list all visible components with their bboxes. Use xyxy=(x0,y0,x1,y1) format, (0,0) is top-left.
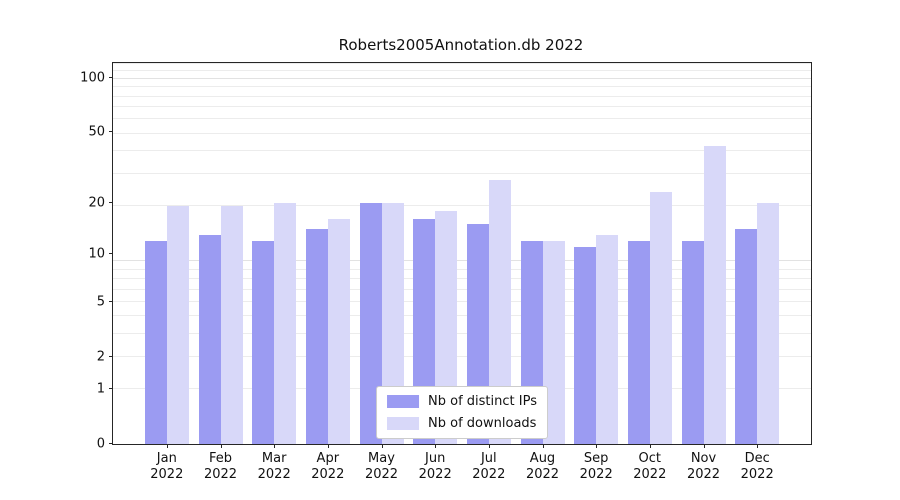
x-tick xyxy=(381,444,383,448)
gridline xyxy=(113,288,811,290)
y-tick-label: 10 xyxy=(88,246,105,262)
gridline xyxy=(113,106,811,108)
x-tick-label: Mar 2022 xyxy=(257,451,291,482)
gridline xyxy=(113,70,811,72)
x-tick xyxy=(435,444,437,448)
bar-distinct-ips xyxy=(681,240,704,444)
y-tick xyxy=(109,388,113,389)
x-tick-label: Nov 2022 xyxy=(686,451,721,482)
x-tick-label: Dec 2022 xyxy=(740,451,774,482)
y-tick xyxy=(109,131,113,133)
gridline xyxy=(113,333,811,335)
gridline xyxy=(113,86,811,88)
bar-downloads xyxy=(596,234,619,444)
bar-downloads xyxy=(542,240,565,444)
gridline xyxy=(113,95,811,97)
y-tick-label: 0 xyxy=(96,436,105,452)
bar-distinct-ips xyxy=(574,246,597,444)
x-tick xyxy=(596,444,598,448)
x-tick-label: Feb 2022 xyxy=(203,451,238,482)
plot-area: Jan 2022 Feb 2022 Mar 2022 Apr 2022 May 2022… xyxy=(80,62,812,482)
bar-downloads xyxy=(381,202,404,444)
bar-downloads xyxy=(274,202,297,444)
y-tick xyxy=(109,201,113,203)
gridline xyxy=(113,173,811,175)
x-tick-label: Jun 2022 xyxy=(418,451,452,482)
bar-downloads xyxy=(703,145,726,444)
legend-item-distinct-ips: Nb of distinct IPs xyxy=(387,394,537,409)
y-tick-label: 2 xyxy=(96,349,105,365)
y-tick-label: 5 xyxy=(96,294,105,310)
bar-downloads xyxy=(166,206,189,444)
gridline xyxy=(113,300,811,302)
y-tick xyxy=(109,252,113,254)
x-tick-label: Apr 2022 xyxy=(311,451,345,482)
legend-item-downloads: Nb of downloads xyxy=(387,416,537,431)
gridline xyxy=(113,150,811,152)
y-tick xyxy=(109,443,113,444)
x-tick xyxy=(542,444,544,448)
x-tick xyxy=(757,444,759,448)
y-tick-label: 20 xyxy=(88,195,105,210)
gridline xyxy=(113,260,811,262)
x-tick-label: May 2022 xyxy=(364,451,399,482)
bar-distinct-ips xyxy=(735,229,758,444)
bar-distinct-ips xyxy=(252,240,275,444)
x-tick xyxy=(488,444,490,448)
y-tick-label: 100 xyxy=(80,70,105,86)
bar-distinct-ips xyxy=(305,229,328,444)
x-tick-label: Jan 2022 xyxy=(150,451,184,482)
legend-swatch-distinct-ips xyxy=(387,395,420,408)
x-tick xyxy=(649,444,651,448)
bar-downloads xyxy=(488,179,511,444)
bar-distinct-ips xyxy=(359,202,382,444)
gridline xyxy=(113,278,811,280)
legend: Nb of distinct IPs Nb of downloads xyxy=(376,386,548,439)
gridline xyxy=(113,63,811,65)
y-tick-label: 50 xyxy=(88,124,105,140)
gridline xyxy=(113,205,811,207)
gridline xyxy=(113,355,811,357)
x-tick xyxy=(274,444,276,448)
y-tick xyxy=(109,77,113,78)
x-tick-label: Jul 2022 xyxy=(472,451,506,482)
x-tick-label: Sep 2022 xyxy=(579,451,613,482)
gridline xyxy=(113,132,811,134)
chart-title: Roberts2005Annotation.db 2022 xyxy=(338,36,584,54)
legend-label-downloads: Nb of downloads xyxy=(428,416,537,431)
x-tick-label: Oct 2022 xyxy=(633,451,667,482)
y-tick xyxy=(109,300,113,302)
bar-downloads xyxy=(649,192,672,444)
legend-swatch-downloads xyxy=(387,417,420,430)
y-tick-label: 1 xyxy=(96,381,105,397)
x-tick xyxy=(220,444,222,448)
bar-downloads xyxy=(757,202,780,444)
bar-distinct-ips xyxy=(198,234,221,444)
x-tick xyxy=(703,444,705,448)
y-tick xyxy=(109,355,113,357)
gridline xyxy=(113,77,811,79)
legend-label-distinct-ips: Nb of distinct IPs xyxy=(428,394,537,409)
bar-distinct-ips xyxy=(627,240,650,444)
bar-downloads xyxy=(220,206,243,444)
gridline xyxy=(113,118,811,120)
bar-downloads xyxy=(435,210,458,444)
gridline xyxy=(113,268,811,270)
gridline xyxy=(113,315,811,317)
x-tick xyxy=(327,444,329,448)
bar-downloads xyxy=(327,219,350,444)
x-tick xyxy=(166,444,168,448)
bar-distinct-ips xyxy=(144,240,167,444)
x-tick-label: Aug 2022 xyxy=(525,451,560,482)
